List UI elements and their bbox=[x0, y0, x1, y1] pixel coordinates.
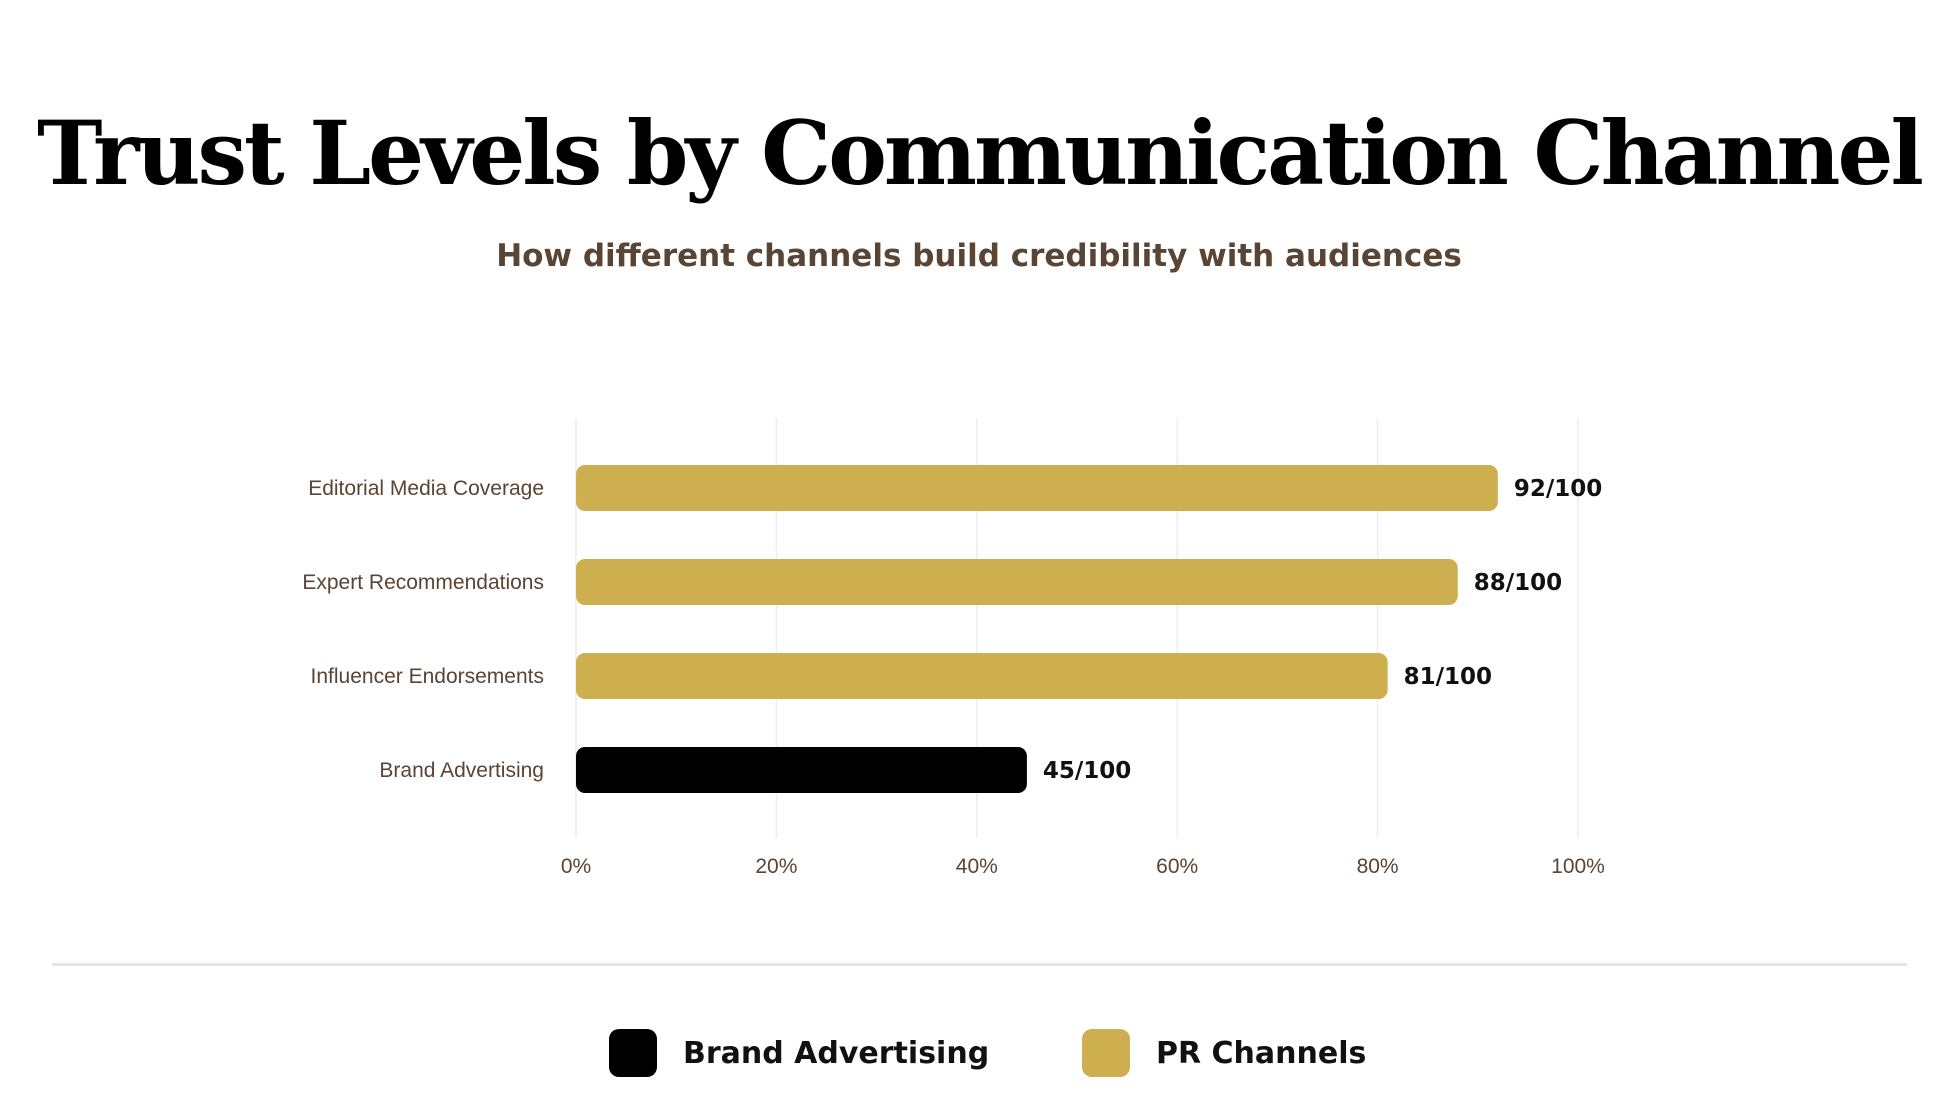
bar-value-label: 81/100 bbox=[1404, 664, 1492, 690]
chart-subtitle: How different channels build credibility… bbox=[496, 238, 1462, 274]
legend-item-pr-channels: PR Channels bbox=[1082, 1029, 1366, 1077]
x-tick-label: 0% bbox=[561, 855, 591, 878]
bar bbox=[576, 559, 1458, 605]
legend-swatch-brand-advertising bbox=[609, 1029, 657, 1077]
legend-swatch-pr-channels bbox=[1082, 1029, 1130, 1077]
x-tick-label: 60% bbox=[1156, 855, 1198, 878]
x-tick-label: 40% bbox=[956, 855, 998, 878]
legend-label-brand-advertising: Brand Advertising bbox=[683, 1035, 990, 1071]
bar bbox=[576, 747, 1027, 793]
bar bbox=[576, 653, 1388, 699]
legend-divider bbox=[52, 963, 1907, 966]
legend-item-brand-advertising: Brand Advertising bbox=[609, 1029, 989, 1077]
bar bbox=[576, 465, 1498, 511]
bar-value-label: 92/100 bbox=[1514, 476, 1602, 502]
category-label: Expert Recommendations bbox=[302, 571, 544, 594]
x-tick-label: 80% bbox=[1357, 855, 1399, 878]
category-label: Influencer Endorsements bbox=[311, 665, 544, 688]
bar-value-label: 88/100 bbox=[1474, 570, 1562, 596]
legend-label-pr-channels: PR Channels bbox=[1156, 1035, 1367, 1071]
chart-title: Trust Levels by Communication Channel bbox=[37, 101, 1924, 205]
x-tick-label: 100% bbox=[1551, 855, 1605, 878]
bar-value-label: 45/100 bbox=[1043, 758, 1131, 784]
category-label: Brand Advertising bbox=[379, 759, 544, 782]
category-label: Editorial Media Coverage bbox=[308, 477, 544, 500]
bar-chart: 0% 20% 40% 60% 80% 100% Editorial Media Covera… bbox=[302, 418, 1605, 878]
x-tick-label: 20% bbox=[755, 855, 797, 878]
